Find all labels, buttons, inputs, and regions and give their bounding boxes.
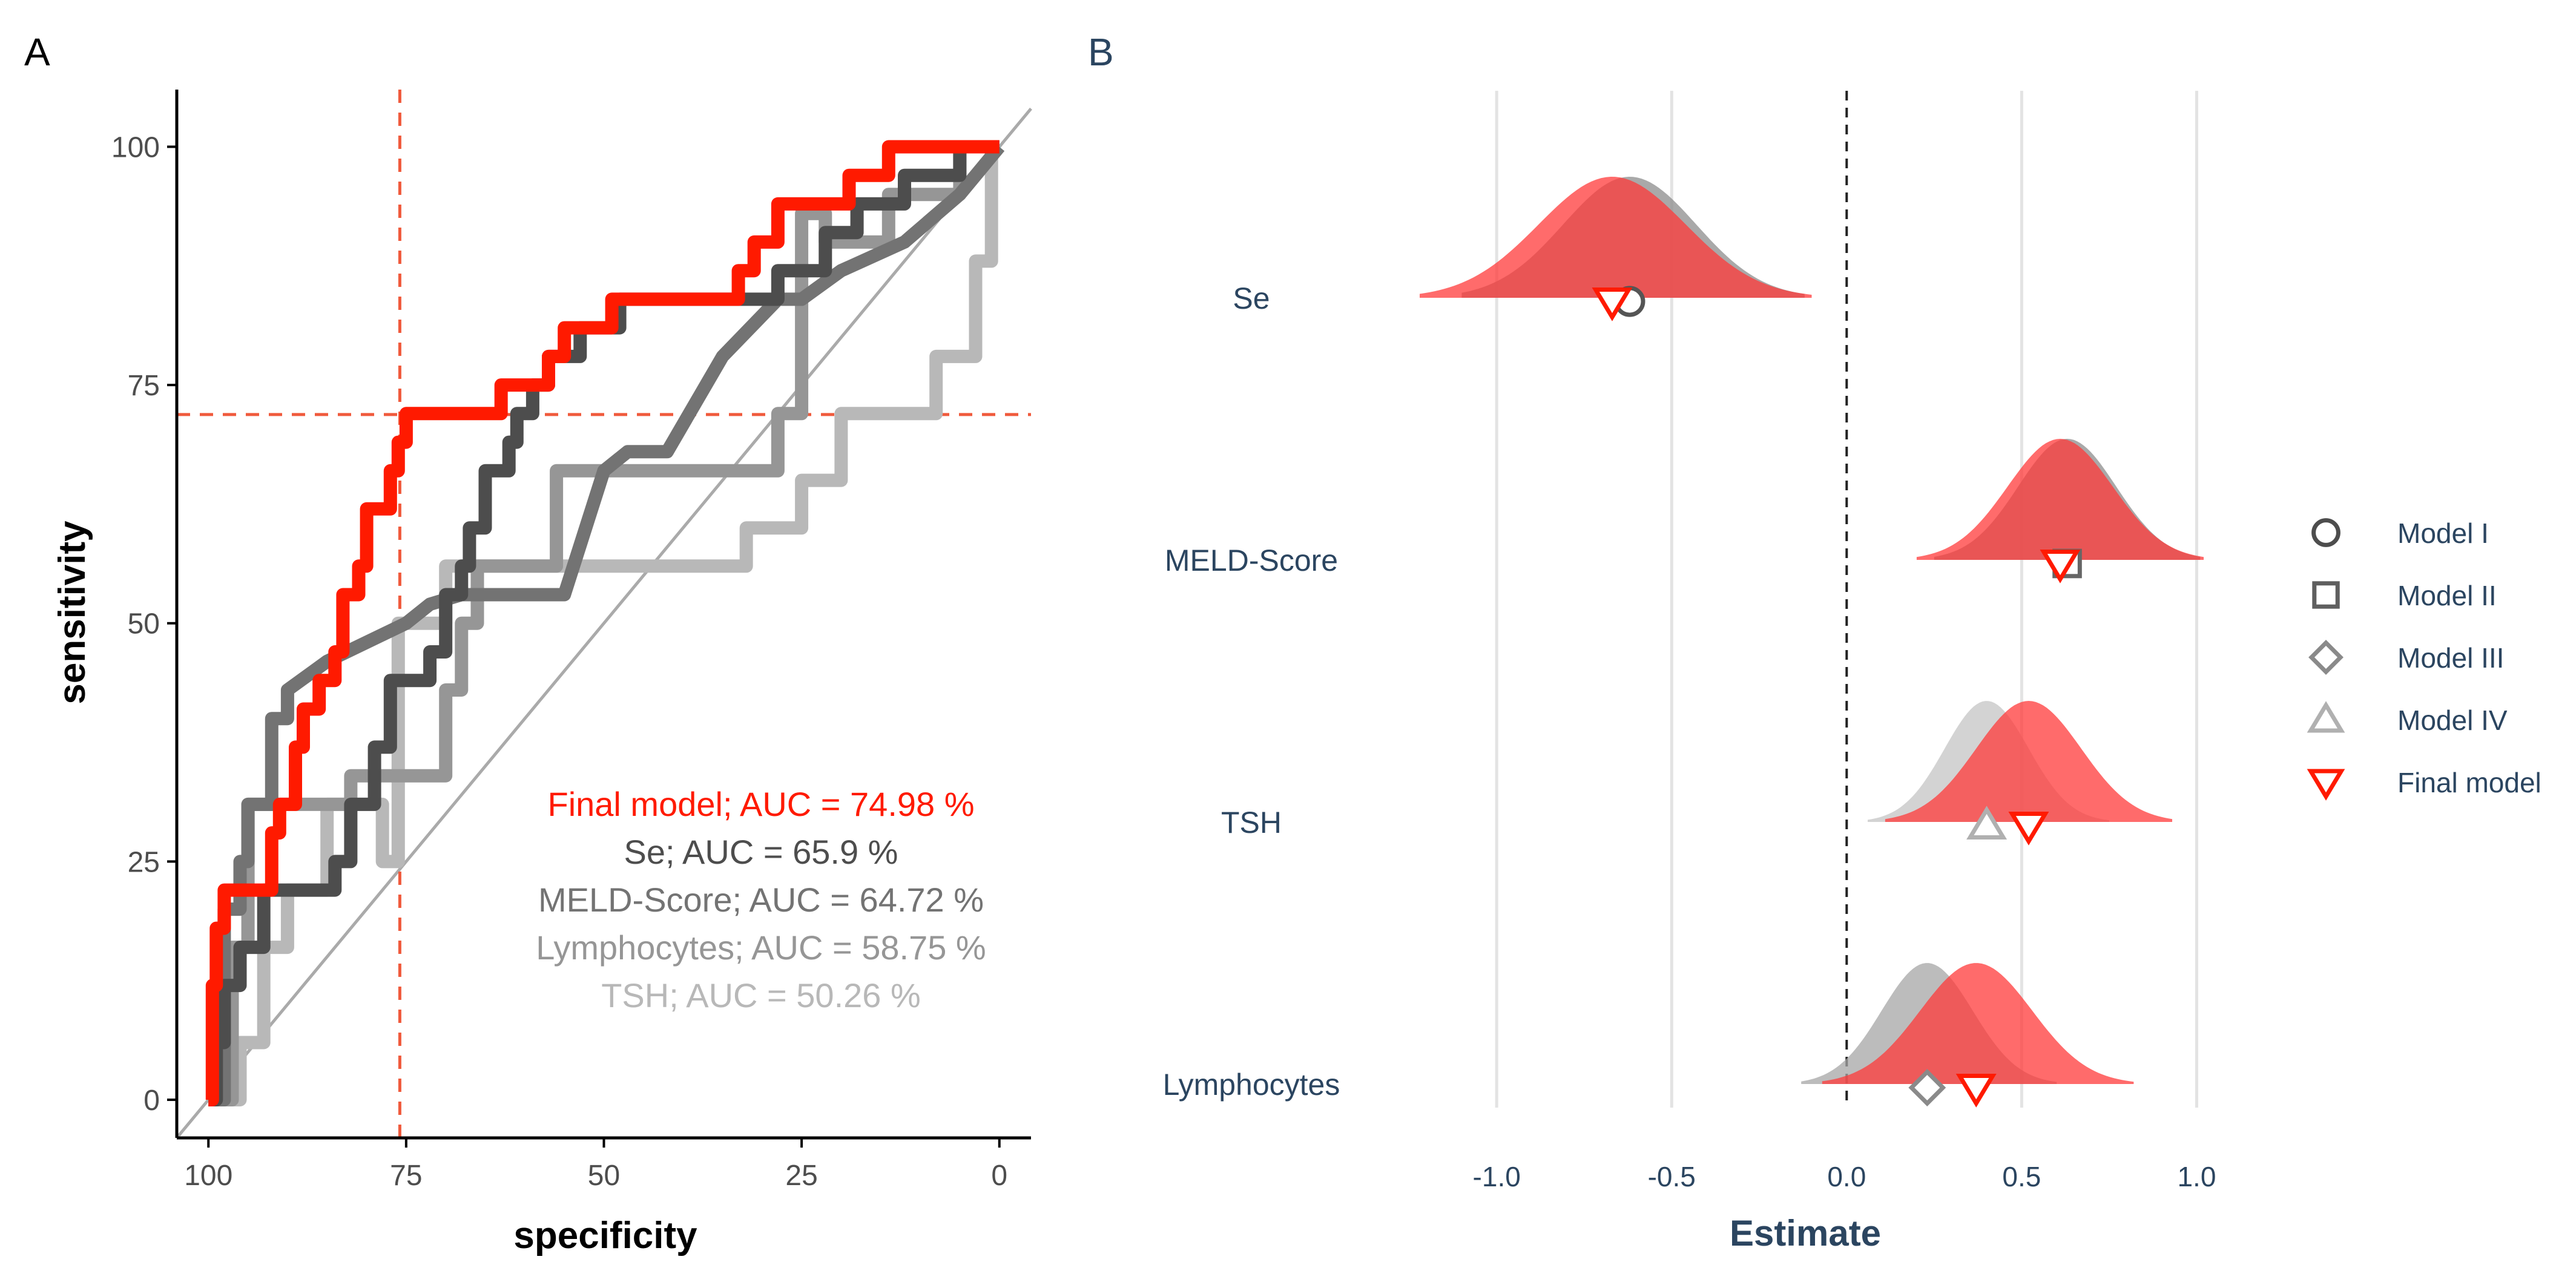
x-tick-label-a: 100 [184,1160,232,1192]
roc-auc-legend: Final model; AUC = 74.98 % Se; AUC = 65.… [536,785,986,1014]
model-legend: Model I Model II Model III Model IV Final mo… [2307,518,2541,801]
x-tick-label-a: 75 [390,1160,422,1192]
roc-ticks: 100 75 50 25 0 0 25 50 75 100 [111,131,1007,1192]
density-MELD-Score-final-model [1916,439,2204,560]
x-tick-label-a: 50 [588,1160,620,1192]
y-tick-label-a: 100 [111,131,160,163]
density-ridges [1420,177,2204,1084]
y-axis-title-a: sensitivity [51,521,93,705]
x-tick-label-b: -1.0 [1473,1161,1521,1192]
x-tick-label-b: 0.0 [1827,1161,1866,1192]
density-Lymphocytes-final-model [1822,963,2134,1084]
legend-label: Model IV [2397,705,2508,736]
legend-tsh-auc: TSH; AUC = 50.26 % [601,976,921,1014]
density-Se-final-model [1420,177,1812,298]
legend-marker-model-ii [2312,581,2340,609]
estimate-panel: B Se MELD-Score TSH Lymphocytes -1.0 -0.5 0.0… [1088,30,2541,1254]
legend-label: Model II [2397,580,2497,611]
category-label: Lymphocytes [1163,1068,1340,1102]
reference-diagonal [176,107,1032,1139]
x-tick-label-b: 1.0 [2177,1161,2216,1192]
y-tick-label-a: 75 [128,370,160,402]
legend-marker-model-iv [2307,701,2345,733]
x-tick-label-b: 0.5 [2002,1161,2041,1192]
estimate-marker-final-model [2008,812,2049,846]
legend-se-auc: Se; AUC = 65.9 % [624,833,898,871]
roc-curve-final [205,140,1000,1106]
estimate-points [1592,286,2082,1108]
x-tick-label-a: 25 [785,1160,817,1192]
y-tick-label-a: 0 [143,1085,160,1117]
legend-final-auc: Final model; AUC = 74.98 % [547,785,974,823]
category-label: MELD-Score [1165,544,1338,577]
estimate-marker-model-iii [1908,1069,1946,1106]
estimate-marker-model-iv [1966,806,2008,840]
category-label: Se [1233,281,1270,315]
x-tick-label-b: -0.5 [1648,1161,1696,1192]
legend-lymph-auc: Lymphocytes; AUC = 58.75 % [536,928,986,967]
x-axis-title-b: Estimate [1730,1213,1881,1254]
cutoff-lines [177,90,1031,1138]
estimate-marker-final-model [2040,550,2081,583]
y-tick-label-a: 25 [128,846,160,878]
estimate-marker-final-model [1592,288,1633,321]
density-TSH-final-model [1885,701,2172,822]
category-label: TSH [1221,806,1282,840]
legend-marker-final-model [2307,769,2345,801]
legend-marker-model-i [2311,518,2340,547]
legend-label: Final model [2397,767,2541,798]
roc-panel: A 100 75 50 25 0 0 25 50 75 100 specificity sensi… [24,30,1032,1257]
roc-curves [205,140,1005,1106]
legend-label: Model III [2397,642,2504,674]
x-axis-title-a: specificity [513,1215,697,1257]
x-tick-label-a: 0 [991,1160,1007,1192]
legend-label: Model I [2397,518,2489,549]
roc-curve-meld [208,142,1005,1106]
panel-label-a: A [24,30,50,74]
y-tick-label-a: 50 [128,608,160,640]
panel-label-b: B [1088,30,1114,74]
category-labels: Se MELD-Score TSH Lymphocytes [1163,281,1340,1102]
legend-meld-auc: MELD-Score; AUC = 64.72 % [538,881,984,919]
estimate-marker-final-model [1955,1074,1997,1108]
legend-marker-model-iii [2308,640,2344,675]
reference-line [176,107,1032,1139]
estimate-ticks: -1.0 -0.5 0.0 0.5 1.0 [1473,1161,2216,1192]
